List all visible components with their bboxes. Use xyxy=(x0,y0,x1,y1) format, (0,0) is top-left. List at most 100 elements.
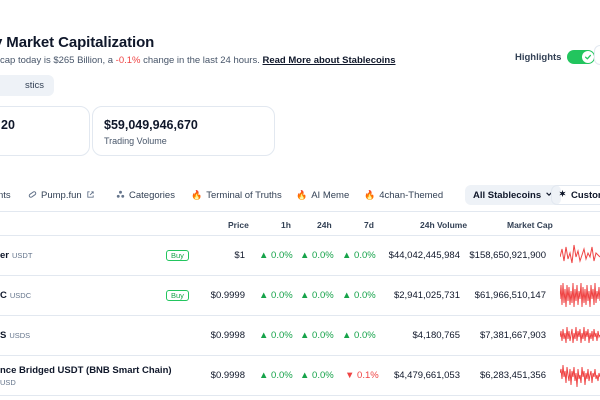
summary-prefix: cap today is $265 Billion, a xyxy=(0,55,116,66)
up-arrow-icon: ▲ xyxy=(300,290,310,301)
change-7d-cell: ▲ 0.0% xyxy=(342,330,376,341)
column-1h[interactable]: 1h xyxy=(281,220,291,230)
up-arrow-icon: ▲ xyxy=(259,370,269,381)
statistics-button[interactable]: stics xyxy=(0,75,54,96)
sparkline-chart xyxy=(560,364,600,388)
column-24h-volume[interactable]: 24h Volume xyxy=(420,220,468,230)
price-cell: $0.9999 xyxy=(210,290,245,301)
change-1h-cell: ▲ 0.0% xyxy=(259,290,293,301)
fire-icon: 🔥 xyxy=(191,189,203,200)
change-24h-cell: ▲ 0.0% xyxy=(300,290,334,301)
column-price[interactable]: Price xyxy=(228,220,249,230)
summary-change: -0.1% xyxy=(115,55,141,66)
up-arrow-icon: ▲ xyxy=(259,250,269,261)
up-arrow-icon: ▲ xyxy=(259,330,269,341)
change-7d-cell: ▼ 0.1% xyxy=(345,370,379,381)
sparkline-chart xyxy=(560,326,600,344)
change-7d-cell: ▲ 0.0% xyxy=(342,290,376,301)
up-arrow-icon: ▲ xyxy=(342,290,352,301)
pill-icon xyxy=(28,190,37,201)
up-arrow-icon: ▲ xyxy=(300,250,310,261)
table-row[interactable]: C USDC Buy $0.9999 ▲ 0.0% ▲ 0.0% ▲ 0.0% $… xyxy=(0,276,600,316)
trading-volume-card: $59,049,946,670 Trading Volume xyxy=(92,106,275,156)
buy-button[interactable]: Buy xyxy=(166,290,189,301)
price-cell: $0.9998 xyxy=(210,330,245,341)
settings-icon xyxy=(558,189,567,201)
volume-cell: $4,479,661,053 xyxy=(393,370,460,381)
down-arrow-icon: ▼ xyxy=(345,370,355,381)
tab-categories-label: Categories xyxy=(129,189,175,201)
volume-cell: $44,042,445,984 xyxy=(388,250,460,261)
change-1h-cell: ▲ 0.0% xyxy=(259,250,293,261)
highlights-toggle[interactable] xyxy=(567,50,596,64)
market-summary: cap today is $265 Billion, a -0.1% chang… xyxy=(0,55,396,66)
coin-name[interactable]: C USDC xyxy=(0,290,32,301)
table-row[interactable]: nce Bridged USDT (BNB Smart Chain) USD $… xyxy=(0,356,600,396)
checkmark-icon xyxy=(582,51,595,63)
market-cap-cell: $7,381,667,903 xyxy=(479,330,546,341)
buy-button[interactable]: Buy xyxy=(166,250,189,261)
change-24h-cell: ▲ 0.0% xyxy=(300,370,334,381)
customize-button[interactable]: Customi xyxy=(551,185,600,205)
column-24h[interactable]: 24h xyxy=(317,220,332,230)
stablecoin-filter-select[interactable]: All Stablecoins xyxy=(465,185,562,205)
change-24h-cell: ▲ 0.0% xyxy=(300,250,334,261)
coin-name[interactable]: er USDT xyxy=(0,250,33,261)
sparkline-chart xyxy=(560,244,600,264)
trading-volume-label: Trading Volume xyxy=(104,136,167,146)
page-title: y Market Capitalization xyxy=(0,34,155,51)
read-more-link[interactable]: Read More about Stablecoins xyxy=(262,55,396,66)
table-header: Price 1h 24h 7d 24h Volume Market Cap xyxy=(0,211,600,236)
categories-icon xyxy=(116,190,125,201)
coin-symbol: USD xyxy=(0,378,16,387)
header-action-button[interactable] xyxy=(594,45,600,65)
sparkline-chart xyxy=(560,282,600,308)
coin-name[interactable]: nce Bridged USDT (BNB Smart Chain) xyxy=(0,365,172,376)
market-cap-cell: $158,650,921,900 xyxy=(469,250,546,261)
market-cap-cell: $61,966,510,147 xyxy=(474,290,546,301)
up-arrow-icon: ▲ xyxy=(342,330,352,341)
tab-events[interactable]: nts xyxy=(0,185,11,205)
change-1h-cell: ▲ 0.0% xyxy=(259,370,293,381)
change-1h-cell: ▲ 0.0% xyxy=(259,330,293,341)
change-7d-cell: ▲ 0.0% xyxy=(342,250,376,261)
up-arrow-icon: ▲ xyxy=(300,370,310,381)
coin-name[interactable]: S USDS xyxy=(0,330,31,341)
column-market-cap[interactable]: Market Cap xyxy=(507,220,553,230)
chevron-down-icon xyxy=(545,190,553,201)
tab-pump-fun-label: Pump.fun xyxy=(41,189,82,201)
tab-events-label: nts xyxy=(0,189,11,201)
highlights-label: Highlights xyxy=(515,51,562,63)
summary-suffix: change in the last 24 hours. xyxy=(140,55,263,66)
customize-label: Customi xyxy=(571,189,600,201)
tab-4chan-themed-label: 4chan-Themed xyxy=(379,189,444,201)
up-arrow-icon: ▲ xyxy=(259,290,269,301)
price-cell: $0.9998 xyxy=(210,370,245,381)
fire-icon: 🔥 xyxy=(364,189,376,200)
tab-pump-fun[interactable]: Pump.fun xyxy=(28,185,95,205)
market-cap-value: 20 xyxy=(1,118,15,132)
tab-terminal-of-truths-label: Terminal of Truths xyxy=(206,189,282,201)
stablecoin-filter-value: All Stablecoins xyxy=(473,189,542,201)
tab-ai-meme[interactable]: 🔥 AI Meme xyxy=(296,185,349,205)
trading-volume-value: $59,049,946,670 xyxy=(104,118,198,132)
table-row[interactable]: S USDS $0.9998 ▲ 0.0% ▲ 0.0% ▲ 0.0% $4,18… xyxy=(0,316,600,356)
highlights-toggle-group: Highlights xyxy=(515,50,596,64)
market-cap-card: 20 xyxy=(0,106,90,156)
table-row[interactable]: er USDT Buy $1 ▲ 0.0% ▲ 0.0% ▲ 0.0% $44,0… xyxy=(0,236,600,276)
tab-terminal-of-truths[interactable]: 🔥 Terminal of Truths xyxy=(191,185,282,205)
up-arrow-icon: ▲ xyxy=(342,250,352,261)
volume-cell: $4,180,765 xyxy=(412,330,460,341)
fire-icon: 🔥 xyxy=(296,189,308,200)
market-cap-cell: $6,283,451,356 xyxy=(479,370,546,381)
external-link-icon xyxy=(86,190,95,201)
category-filter-bar: nts Pump.fun Categories 🔥 Terminal of Tr… xyxy=(0,185,600,205)
up-arrow-icon: ▲ xyxy=(300,330,310,341)
tab-ai-meme-label: AI Meme xyxy=(311,189,350,201)
price-cell: $1 xyxy=(234,250,245,261)
tab-categories[interactable]: Categories xyxy=(116,185,175,205)
volume-cell: $2,941,025,731 xyxy=(393,290,460,301)
change-24h-cell: ▲ 0.0% xyxy=(300,330,334,341)
tab-4chan-themed[interactable]: 🔥 4chan-Themed xyxy=(364,185,443,205)
column-7d[interactable]: 7d xyxy=(364,220,374,230)
